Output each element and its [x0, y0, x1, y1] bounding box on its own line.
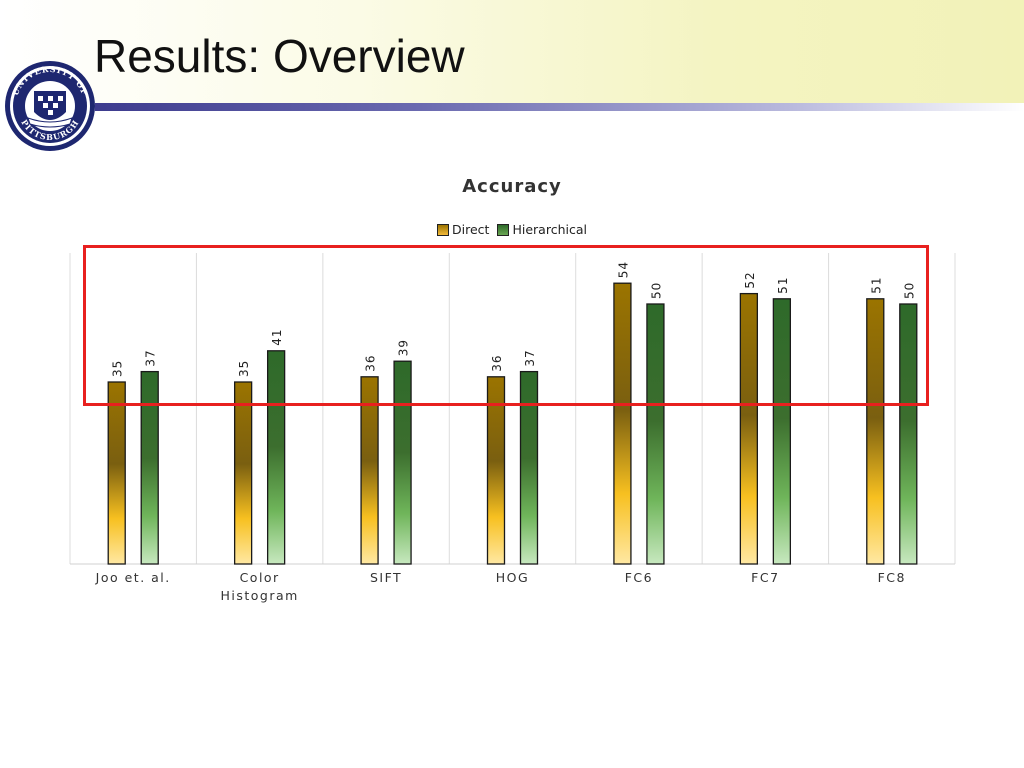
bar-hierarchical	[393, 360, 412, 565]
data-label: 52	[743, 271, 757, 288]
data-label: 37	[523, 349, 537, 366]
legend-label-hierarchical: Hierarchical	[512, 222, 587, 237]
x-tick-label: Color Histogram	[220, 570, 298, 603]
data-label: 41	[270, 329, 284, 346]
bar-hierarchical	[899, 303, 918, 565]
x-tick-label: FC8	[878, 570, 906, 585]
chart-legend: Direct Hierarchical	[0, 222, 1024, 237]
x-tick-label: Joo et. al.	[95, 570, 171, 585]
bar-direct	[107, 381, 126, 565]
data-label: 36	[490, 355, 504, 372]
legend-swatch-direct	[437, 223, 450, 236]
data-label: 35	[111, 360, 125, 377]
bar-direct	[486, 376, 506, 565]
bar-direct	[613, 282, 632, 565]
bar-hierarchical	[519, 370, 539, 565]
bar-direct	[866, 298, 885, 565]
data-label: 54	[616, 261, 630, 278]
header-rule	[95, 103, 1024, 111]
x-tick-label: HOG	[496, 570, 529, 585]
slide-title: Results: Overview	[94, 30, 465, 82]
data-label: 50	[649, 282, 663, 299]
bar-hierarchical	[646, 303, 665, 565]
data-label: 39	[397, 339, 411, 356]
x-tick-label: SIFT	[370, 570, 402, 585]
legend-swatch-hierarchical	[497, 223, 510, 236]
bar-direct	[233, 381, 253, 565]
slide-header-band	[0, 0, 1024, 104]
data-label: 36	[364, 355, 378, 372]
x-tick-label: FC7	[751, 570, 779, 585]
data-label: 51	[869, 277, 883, 294]
data-label: 37	[144, 349, 158, 366]
x-tick-label: FC6	[625, 570, 653, 585]
legend-item-direct: Direct	[437, 222, 489, 237]
university-seal-icon: UNIVERSITY OF PITTSBURGH	[5, 61, 95, 151]
bar-direct	[739, 292, 759, 565]
data-label: 50	[902, 282, 916, 299]
legend-label-direct: Direct	[452, 222, 490, 237]
chart-title: Accuracy	[462, 176, 562, 197]
data-label: 51	[776, 277, 790, 294]
legend-item-hierarchical: Hierarchical	[497, 222, 587, 237]
data-label: 35	[237, 360, 251, 377]
bar-hierarchical	[140, 370, 159, 565]
bar-hierarchical	[772, 298, 792, 565]
bar-direct	[360, 376, 379, 565]
bar-hierarchical	[266, 350, 286, 565]
